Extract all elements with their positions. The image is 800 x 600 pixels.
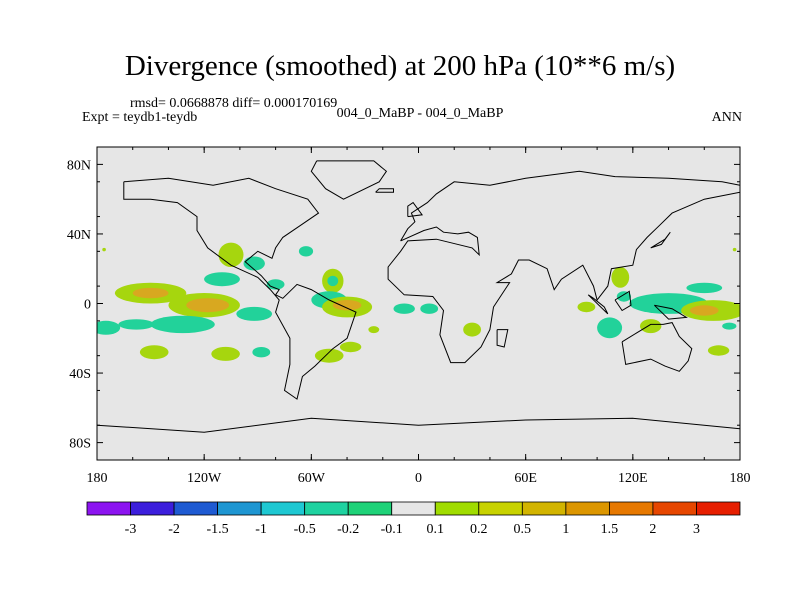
colorbar-swatch-8: [434, 501, 480, 516]
anomaly-region-38: [102, 247, 106, 252]
x-tick-label-5: 120E: [618, 471, 648, 486]
colorbar-swatch-3: [217, 501, 262, 516]
colorbar-label-7: 0.1: [427, 522, 445, 537]
anomaly-region-33: [686, 282, 723, 294]
colorbar-swatch-7: [391, 501, 436, 516]
anomaly-region-8: [204, 272, 240, 287]
colorbar-swatch-4: [260, 501, 306, 516]
anomaly-region-22: [252, 347, 271, 358]
x-tick-label-6: 180: [730, 471, 751, 486]
colorbar-label-4: -0.5: [294, 522, 316, 537]
anomaly-region-20: [463, 322, 481, 337]
colorbar-swatch-10: [521, 501, 567, 516]
colorbar-label-2: -1.5: [207, 522, 229, 537]
anomaly-region-32: [690, 305, 719, 316]
anomaly-region-9: [218, 242, 244, 267]
x-tick-label-1: 120W: [187, 471, 222, 486]
anomaly-region-35: [640, 319, 662, 334]
y-tick-label-2: 0: [84, 298, 91, 313]
coastline-2: [387, 170, 740, 364]
colorbar-swatch-12: [609, 501, 654, 516]
anomaly-region-11: [266, 279, 285, 290]
y-tick-label-1: 40N: [67, 228, 91, 243]
y-tick-label-0: 80N: [67, 158, 91, 173]
anomaly-region-3: [186, 298, 230, 313]
colorbar-label-1: -2: [168, 522, 180, 537]
colorbar-swatch-6: [347, 501, 393, 516]
anomaly-region-18: [393, 303, 415, 314]
coastline-8: [407, 201, 424, 218]
anomaly-region-23: [139, 345, 169, 360]
anomaly-region-25: [314, 348, 344, 363]
colorbar-label-6: -0.1: [381, 522, 403, 537]
colorbar-label-3: -1: [255, 522, 267, 537]
anomaly-region-36: [707, 345, 730, 356]
x-tick-label-3: 0: [415, 471, 422, 486]
coastline-9: [375, 188, 394, 193]
coastline-layer: [97, 160, 740, 433]
colorbar-swatch-5: [304, 501, 349, 516]
experiment-label: Expt = teydb1-teydb: [82, 110, 198, 125]
anomaly-region-12: [298, 246, 314, 257]
anomaly-region-24: [211, 346, 240, 361]
colorbar: -3 -2 -1.5 -1 -0.5 -0.2 -0.1 0.1 0.2 0.5 1 1.5 2 3: [86, 501, 741, 537]
anomaly-region-39: [732, 247, 737, 252]
coastline-3: [621, 322, 693, 372]
colorbar-swatch-13: [652, 501, 697, 516]
anomaly-region-21: [368, 326, 380, 334]
anomaly-region-10: [243, 256, 265, 271]
colorbar-swatch-9: [478, 501, 523, 516]
colorbar-label-13: 3: [693, 522, 700, 537]
coastline-4: [97, 417, 740, 433]
coastline-0: [123, 177, 357, 400]
y-tick-label-3: 40S: [69, 367, 91, 382]
colorbar-label-9: 0.5: [514, 522, 532, 537]
anomaly-region-1: [132, 287, 169, 299]
colorbar-swatch-0: [86, 501, 131, 516]
case-label: 004_0_MaBP - 004_0_MaBP: [336, 106, 504, 121]
anomaly-region-5: [150, 315, 215, 334]
anomaly-region-19: [420, 303, 439, 314]
coastline-11: [650, 231, 671, 249]
colorbar-swatch-2: [173, 501, 219, 516]
colorbar-swatch-14: [696, 501, 741, 516]
coastline-5: [587, 294, 609, 315]
anomaly-region-26: [339, 341, 362, 353]
chart-title: Divergence (smoothed) at 200 hPa (10**6 …: [124, 50, 676, 82]
anomaly-region-17: [332, 300, 362, 311]
colorbar-swatch-1: [130, 501, 175, 516]
colorbar-swatch-11: [565, 501, 610, 516]
stats-line: rmsd= 0.0668878 diff= 0.000170169: [130, 96, 338, 111]
colorbar-label-0: -3: [125, 522, 137, 537]
anomaly-region-6: [97, 320, 121, 335]
coastline-1: [310, 160, 388, 200]
y-tick-label-4: 80S: [69, 437, 91, 452]
colorbar-label-11: 1.5: [601, 522, 619, 537]
coastline-10: [496, 329, 509, 348]
x-tick-label-4: 60E: [514, 471, 537, 486]
anomaly-region-4: [118, 319, 155, 330]
anomaly-region-29: [616, 291, 632, 302]
season-label: ANN: [711, 110, 742, 125]
anomaly-region-28: [611, 267, 630, 288]
anomaly-region-14: [327, 275, 339, 287]
colorbar-label-8: 0.2: [470, 522, 488, 537]
colorbar-label-5: -0.2: [337, 522, 359, 537]
coastline-6: [614, 290, 632, 312]
anomaly-region-27: [577, 301, 596, 313]
anomaly-region-34: [597, 317, 623, 339]
x-tick-label-0: 180: [87, 471, 108, 486]
x-tick-label-2: 60W: [298, 471, 326, 486]
colorbar-label-10: 1: [562, 522, 569, 537]
colorbar-label-12: 2: [649, 522, 656, 537]
coastline-7: [653, 304, 688, 320]
anomaly-region-7: [236, 306, 273, 321]
anomaly-region-37: [722, 322, 737, 330]
axis-ticks: 180 120W 60W 0 60E 120E 180 80N 40N 0 40S 80S: [67, 146, 751, 486]
